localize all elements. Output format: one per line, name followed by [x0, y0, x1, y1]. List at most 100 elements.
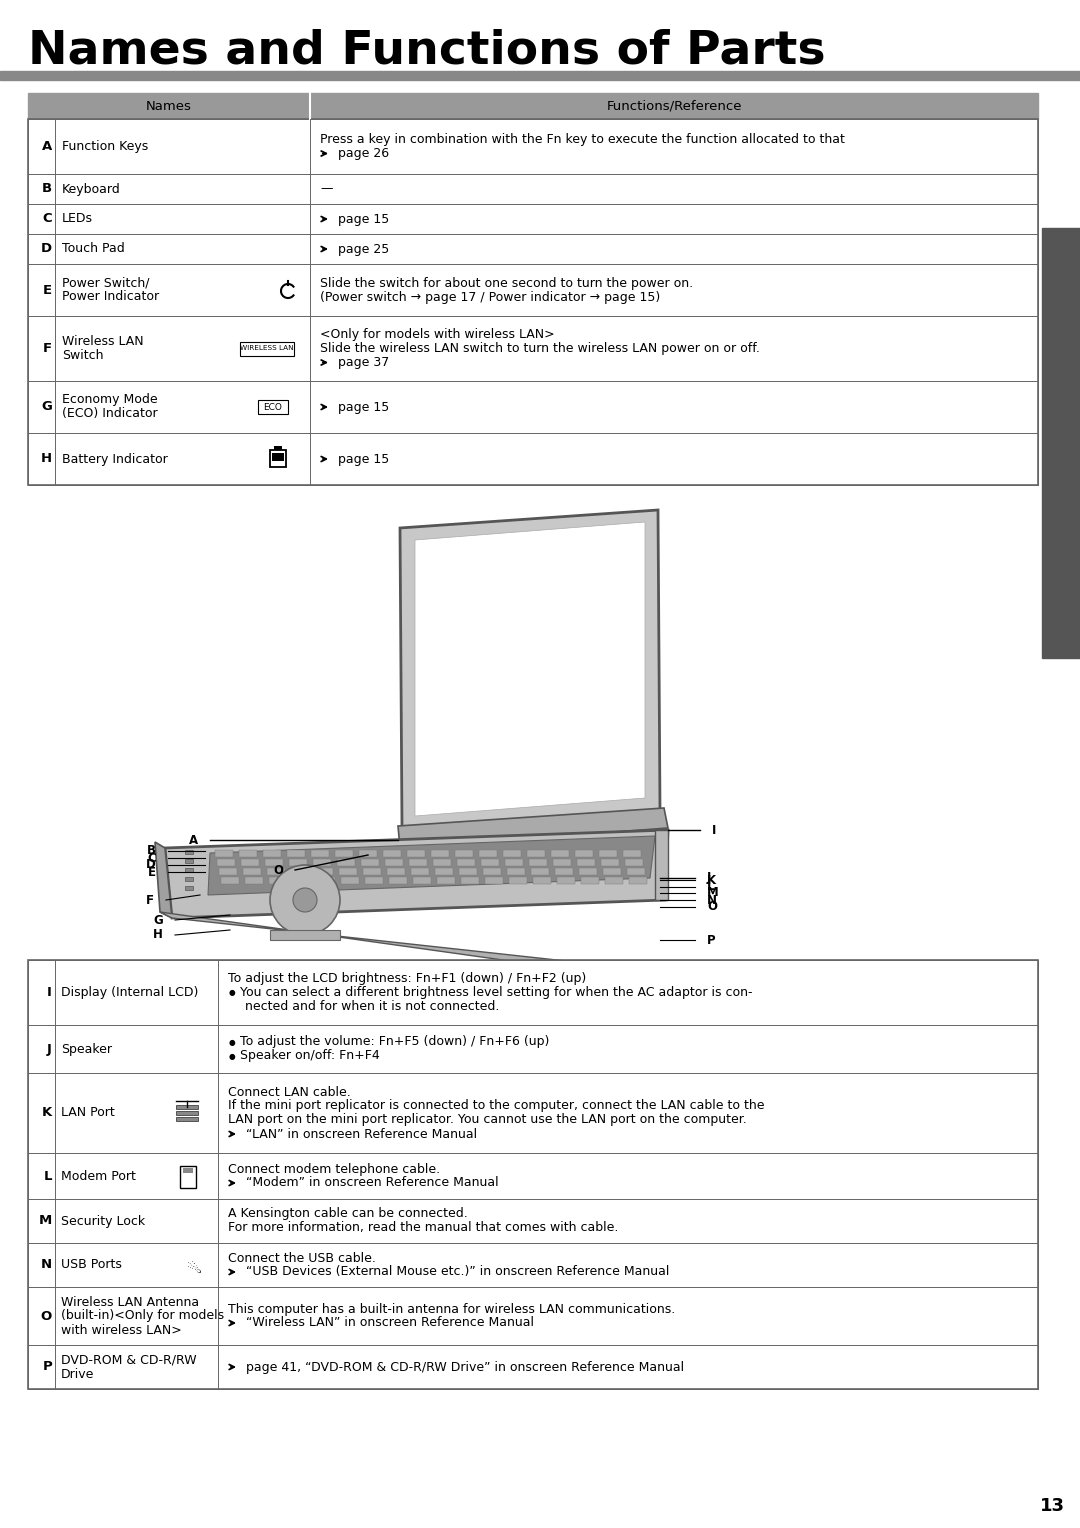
- Bar: [629, 877, 647, 885]
- Text: To adjust the volume: Fn+F5 (down) / Fn+F6 (up): To adjust the volume: Fn+F5 (down) / Fn+…: [240, 1036, 550, 1048]
- Polygon shape: [156, 842, 172, 918]
- Bar: [293, 877, 311, 885]
- Bar: [459, 868, 477, 876]
- Text: Touch Pad: Touch Pad: [62, 243, 125, 255]
- Text: Wireless LAN: Wireless LAN: [62, 335, 144, 348]
- Text: (Power switch → page 17 / Power indicator → page 15): (Power switch → page 17 / Power indicato…: [320, 290, 660, 304]
- Text: D: D: [146, 859, 156, 871]
- Text: For more information, read the manual that comes with cable.: For more information, read the manual th…: [228, 1221, 619, 1235]
- Bar: [599, 850, 617, 857]
- Text: page 41, “DVD-ROM & CD-R/RW Drive” in onscreen Reference Manual: page 41, “DVD-ROM & CD-R/RW Drive” in on…: [242, 1360, 684, 1374]
- Text: Power Switch/: Power Switch/: [62, 277, 149, 289]
- Text: page 15: page 15: [334, 212, 389, 226]
- Text: Modem Port: Modem Port: [60, 1169, 136, 1183]
- Bar: [221, 877, 239, 885]
- Text: Names: Names: [146, 99, 192, 113]
- Polygon shape: [165, 830, 669, 918]
- Text: C: C: [42, 212, 52, 226]
- Bar: [435, 868, 453, 876]
- Text: page 15: page 15: [334, 452, 389, 466]
- Bar: [318, 877, 335, 885]
- Text: B: B: [42, 182, 52, 196]
- Bar: [603, 868, 621, 876]
- Text: A: A: [42, 141, 52, 153]
- Bar: [28, 1073, 1038, 1154]
- Bar: [431, 850, 449, 857]
- Bar: [176, 1111, 198, 1115]
- Text: O: O: [41, 1309, 52, 1323]
- Text: G: G: [41, 400, 52, 414]
- Bar: [409, 859, 427, 866]
- Bar: [28, 1345, 1038, 1389]
- Text: L: L: [43, 1169, 52, 1183]
- Bar: [437, 877, 455, 885]
- Text: B: B: [147, 845, 156, 857]
- Bar: [365, 877, 383, 885]
- Text: I: I: [48, 986, 52, 999]
- Text: O: O: [273, 863, 283, 877]
- Text: <Only for models with wireless LAN>: <Only for models with wireless LAN>: [320, 329, 555, 341]
- Bar: [505, 859, 523, 866]
- Bar: [605, 877, 623, 885]
- Bar: [258, 400, 288, 414]
- Text: If the mini port replicator is connected to the computer, connect the LAN cable : If the mini port replicator is connected…: [228, 1100, 765, 1112]
- Text: WIRELESS LAN: WIRELESS LAN: [240, 345, 294, 351]
- Bar: [219, 868, 237, 876]
- Text: Battery Indicator: Battery Indicator: [62, 452, 167, 466]
- Bar: [551, 850, 569, 857]
- Bar: [575, 850, 593, 857]
- Text: J: J: [707, 871, 712, 885]
- Text: A: A: [189, 833, 198, 847]
- Text: Switch: Switch: [62, 348, 104, 362]
- Bar: [531, 868, 549, 876]
- Bar: [384, 859, 403, 866]
- Text: K: K: [42, 1106, 52, 1120]
- Text: N: N: [41, 1259, 52, 1271]
- Text: J: J: [48, 1042, 52, 1056]
- Bar: [557, 877, 575, 885]
- Text: Drive: Drive: [60, 1368, 94, 1380]
- Circle shape: [293, 888, 318, 912]
- Text: 13: 13: [1039, 1497, 1065, 1514]
- Bar: [553, 859, 571, 866]
- Text: with wireless LAN>: with wireless LAN>: [60, 1323, 181, 1337]
- Text: Functions/Reference: Functions/Reference: [606, 99, 742, 113]
- Bar: [185, 886, 193, 889]
- Bar: [28, 432, 1038, 484]
- Bar: [264, 850, 281, 857]
- Bar: [387, 868, 405, 876]
- Bar: [0, 70, 1080, 79]
- Polygon shape: [208, 836, 654, 895]
- Bar: [28, 1025, 1038, 1073]
- Text: “USB Devices (External Mouse etc.)” in onscreen Reference Manual: “USB Devices (External Mouse etc.)” in o…: [242, 1265, 670, 1279]
- Bar: [269, 877, 287, 885]
- Text: Security Lock: Security Lock: [60, 1215, 145, 1227]
- Bar: [28, 119, 1038, 484]
- Polygon shape: [160, 912, 575, 969]
- Bar: [623, 850, 642, 857]
- Bar: [627, 868, 645, 876]
- Bar: [339, 868, 357, 876]
- Text: G: G: [153, 914, 163, 926]
- Text: Function Keys: Function Keys: [62, 141, 148, 153]
- Text: LAN port on the mini port replicator. You cannot use the LAN port on the compute: LAN port on the mini port replicator. Yo…: [228, 1114, 746, 1126]
- Text: To adjust the LCD brightness: Fn+F1 (down) / Fn+F2 (up): To adjust the LCD brightness: Fn+F1 (dow…: [228, 972, 586, 986]
- Bar: [457, 859, 475, 866]
- Text: P: P: [42, 1360, 52, 1374]
- Text: Keyboard: Keyboard: [62, 182, 121, 196]
- Bar: [529, 859, 546, 866]
- Text: Slide the wireless LAN switch to turn the wireless LAN power on or off.: Slide the wireless LAN switch to turn th…: [320, 342, 760, 354]
- Bar: [527, 850, 545, 857]
- Bar: [215, 850, 233, 857]
- Bar: [270, 931, 340, 940]
- Text: Names and Functions of Parts: Names and Functions of Parts: [28, 28, 825, 73]
- Text: H: H: [153, 929, 163, 941]
- Bar: [311, 850, 329, 857]
- Bar: [359, 850, 377, 857]
- Text: L: L: [707, 880, 715, 894]
- Bar: [243, 868, 261, 876]
- Text: You can select a different brightness level setting for when the AC adaptor is c: You can select a different brightness le…: [240, 986, 753, 999]
- Bar: [183, 1167, 193, 1174]
- Bar: [341, 877, 359, 885]
- Text: A Kensington cable can be connected.: A Kensington cable can be connected.: [228, 1207, 468, 1221]
